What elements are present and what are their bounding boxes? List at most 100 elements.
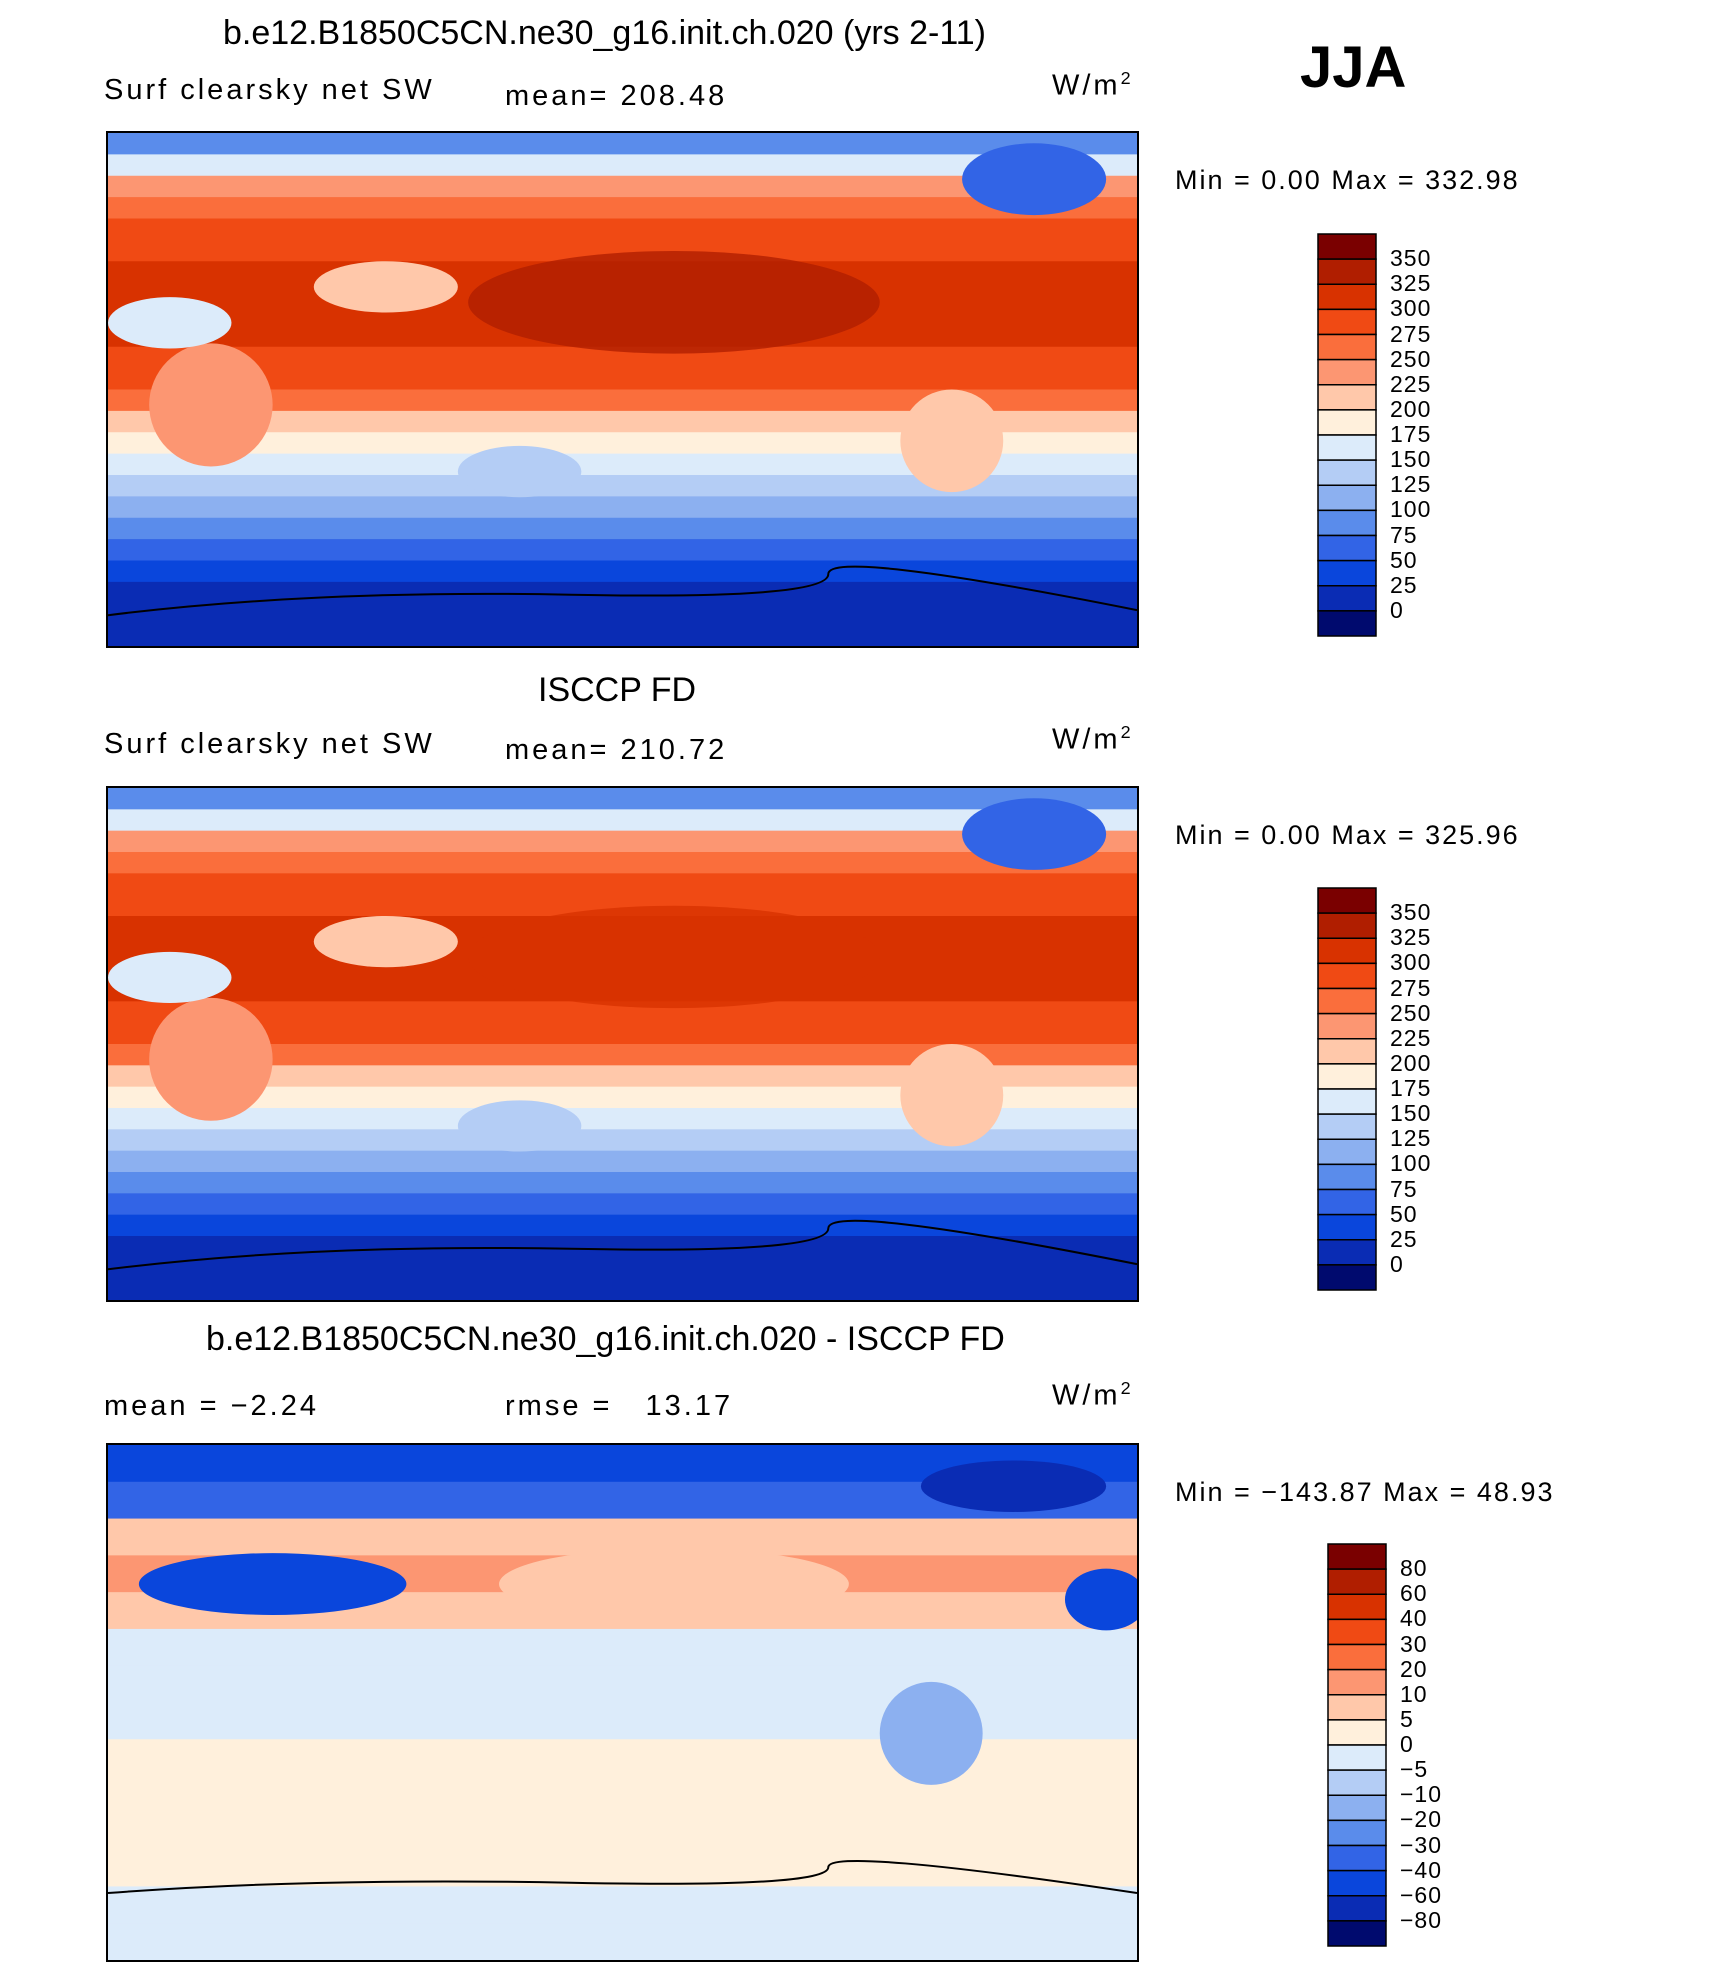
colorbar-tick-label: 20 [1400,1655,1428,1682]
colorbar-swatch [1317,258,1377,285]
colorbar-swatch [1317,459,1377,486]
field-band [108,603,1137,626]
colorbar-swatch [1317,534,1377,562]
panel-1-map-svg [108,133,1137,646]
colorbar-swatch [1317,1138,1377,1166]
field-band [108,1236,1137,1259]
field-band [108,133,1137,156]
field-band [108,1849,1137,1888]
field-band [108,1065,1137,1088]
field-band [108,346,1137,370]
colorbar-tick-label: 100 [1390,496,1432,523]
panel-2-mean-value: 210.72 [620,734,728,766]
panel-3-title: b.e12.B1850C5CN.ne30_g16.init.ch.020 - I… [206,1320,1005,1358]
colorbar-tick-label: 75 [1390,1175,1418,1202]
colorbar-boxes [1317,887,1377,1291]
field-band [108,788,1137,811]
colorbar-swatch [1317,912,1377,939]
colorbar-swatch [1317,283,1377,311]
field-band [108,873,1137,896]
field-band [108,1278,1137,1300]
antarctic-coastline [108,565,1137,617]
colorbar-tick-label: −40 [1400,1856,1443,1883]
colorbar-tick-label: 0 [1390,596,1404,623]
field-band [108,1702,1137,1741]
field-band [108,197,1137,220]
australia-field [457,1100,582,1152]
colorbar-tick-label: 250 [1390,999,1432,1026]
colorbar-swatch [1317,962,1377,990]
field-band [108,496,1137,519]
colorbar-swatch [1317,484,1377,512]
field-band [108,1665,1137,1704]
colorbar-swatch [1317,233,1377,260]
panel-3-rmse-label: rmse = [505,1390,613,1422]
colorbar-swatch [1317,434,1377,461]
colorbar-swatch [1317,384,1377,411]
colorbar-swatch [1317,358,1377,386]
colorbar-tick-label: 325 [1390,270,1432,297]
colorbar-swatch [1317,937,1377,965]
saharan-bias [138,1553,407,1615]
asia-field [313,261,458,313]
panel-1-mean-label: mean= [505,80,610,112]
colorbar-swatch [1327,1618,1387,1646]
field-band [108,1172,1137,1195]
colorbar-tick-label: 10 [1400,1680,1428,1707]
field-band [108,809,1137,832]
field-band [108,560,1137,583]
asia-field [313,916,458,968]
colorbar-tick-label: 350 [1390,899,1432,926]
field-band [108,1193,1137,1216]
colorbar-swatch [1327,1819,1387,1847]
field-band [108,1129,1137,1152]
colorbar-swatch [1317,1188,1377,1216]
colorbar-tick-label: 250 [1390,345,1432,372]
field-band [108,432,1137,455]
colorbar-boxes [1317,233,1377,637]
field-band [108,517,1137,541]
panel-1-title: b.e12.B1850C5CN.ne30_g16.init.ch.020 (yr… [223,14,986,52]
colorbar-swatch [1317,1012,1377,1040]
panel-1-colorbar: 350 325 300 275 250 225 200 175 150 125 100 75 50 25 0 [1316,232,1446,638]
field-band [108,1108,1137,1131]
colorbar-swatch [1317,308,1377,336]
colorbar-swatch [1327,1769,1387,1796]
atlantic-bias [1064,1568,1137,1631]
colorbar-swatch [1317,559,1377,587]
colorbar-swatch [1317,1213,1377,1241]
colorbar-swatch [1317,1239,1377,1266]
field-band [108,1022,1137,1045]
africa-field [149,997,273,1121]
field-band [108,1923,1137,1960]
field-band [108,389,1137,412]
field-band [108,1812,1137,1851]
colorbar-swatch [1317,1163,1377,1191]
colorbar-swatch [1317,333,1377,361]
colorbar-tick-label: 225 [1390,370,1432,397]
colorbar-swatch [1317,1088,1377,1115]
colorbar-tick-label: 80 [1400,1555,1428,1582]
field-band [108,1044,1137,1067]
antarctic-coastline [108,1219,1137,1271]
colorbar-swatch [1327,1844,1387,1872]
panel-2-colorbar: 350 325 300 275 250 225 200 175 150 125 100 75 50 25 0 [1316,886,1446,1292]
panel-1-map [106,131,1139,648]
sahara-field [108,951,232,1004]
field-band [108,1739,1137,1778]
colorbar-tick-label: 300 [1390,949,1432,976]
colorbar-tick-label: 150 [1390,1100,1432,1127]
colorbar-tick-label: 300 [1390,295,1432,322]
field-band [108,410,1137,434]
panel-3-map-svg [108,1445,1137,1960]
colorbar-swatch [1317,1038,1377,1065]
colorbar-swatch [1327,1568,1387,1595]
colorbar-tick-label: 275 [1390,974,1432,1001]
colorbar-tick-label: 40 [1400,1605,1428,1632]
panel-2-variable-label: Surf clearsky net SW [104,728,435,760]
samerica-field [900,389,1004,493]
field-band [108,1214,1137,1237]
field-band [108,453,1137,476]
field-band [108,624,1137,646]
field-band [108,154,1137,177]
